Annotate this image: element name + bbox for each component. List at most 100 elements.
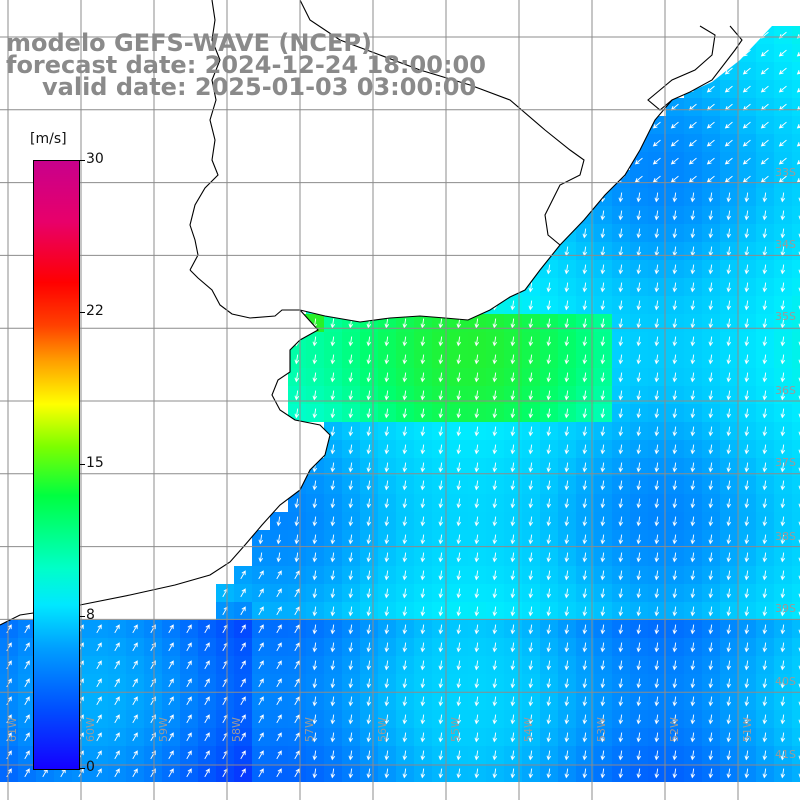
wind-arrow: [330, 534, 336, 545]
wind-arrow: [600, 624, 606, 635]
wind-arrow: [456, 678, 462, 689]
wind-arrow: [456, 372, 462, 383]
wind-arrow: [438, 696, 444, 707]
wind-arrow: [366, 516, 372, 527]
wind-arrow: [672, 732, 678, 743]
wind-arrow: [654, 192, 660, 203]
wind-arrow: [654, 516, 660, 527]
wind-arrow: [330, 426, 336, 437]
longitude-label: 59W: [157, 717, 170, 742]
wind-arrow: [240, 732, 246, 742]
wind-arrow: [690, 336, 696, 347]
wind-arrow: [474, 696, 480, 707]
wind-arrow: [652, 157, 661, 165]
wind-arrow: [672, 660, 678, 671]
wind-arrow: [726, 732, 732, 743]
wind-arrow: [474, 642, 480, 653]
wind-arrow: [330, 714, 336, 725]
wind-arrow: [760, 67, 769, 75]
wind-arrow: [582, 750, 588, 761]
wind-arrow: [798, 215, 800, 220]
wind-arrow: [778, 67, 787, 75]
wind-arrow: [654, 534, 660, 545]
wind-arrow: [474, 750, 480, 761]
wind-arrow: [600, 300, 606, 311]
wind-arrow: [582, 480, 588, 491]
wind-arrow: [546, 516, 552, 527]
wind-arrow: [366, 678, 372, 689]
wind-arrow: [636, 768, 642, 779]
wind-arrow: [564, 282, 570, 293]
wind-arrow: [348, 480, 354, 491]
wind-arrow: [384, 480, 390, 491]
wind-arrow: [330, 642, 336, 653]
wind-arrow: [672, 696, 678, 707]
wind-arrow: [708, 714, 714, 725]
wind-arrow: [618, 426, 624, 437]
wind-arrow: [600, 714, 606, 725]
wind-arrow: [654, 552, 660, 563]
wind-arrow: [492, 426, 498, 437]
wind-arrow: [672, 606, 678, 617]
wind-arrow: [348, 372, 354, 383]
wind-arrow: [330, 552, 336, 563]
wind-arrow: [546, 408, 552, 419]
wind-arrow: [456, 570, 462, 581]
wind-arrow: [708, 678, 714, 689]
wind-arrow: [366, 462, 372, 473]
wind-arrow: [168, 714, 174, 724]
wind-arrow: [402, 336, 408, 347]
wind-arrow: [708, 498, 714, 509]
wind-arrow: [780, 408, 786, 419]
forecast-date: forecast date: 2024-12-24 18:00:00: [6, 51, 486, 79]
wind-arrow: [510, 714, 516, 725]
coastline: [0, 0, 743, 626]
wind-arrow: [672, 336, 678, 347]
wind-arrow: [528, 318, 534, 329]
wind-arrow: [742, 175, 751, 183]
wind-arrow: [456, 354, 462, 365]
wind-arrow: [528, 678, 534, 689]
wind-arrow: [600, 318, 606, 329]
wind-cell: [792, 710, 800, 728]
wind-arrow: [654, 336, 660, 347]
wind-arrow: [294, 354, 300, 365]
wind-arrow: [618, 768, 624, 779]
wind-arrow: [294, 678, 300, 688]
wind-arrow: [690, 282, 696, 293]
wind-arrow: [258, 660, 264, 670]
wind-arrow: [366, 480, 372, 491]
wind-arrow: [744, 282, 750, 293]
wind-arrow: [744, 534, 750, 545]
wind-arrow: [294, 372, 300, 383]
wind-arrow: [456, 426, 462, 437]
wind-arrow: [654, 696, 660, 707]
wind-arrow: [114, 642, 120, 652]
wind-arrow: [366, 660, 372, 671]
wind-arrow: [276, 642, 282, 652]
wind-arrow: [438, 408, 444, 419]
wind-arrow: [276, 588, 282, 598]
wind-arrow: [420, 390, 426, 401]
wind-arrow: [618, 228, 624, 239]
wind-cell: [792, 242, 800, 260]
wind-arrow: [654, 282, 660, 293]
wind-cell: [792, 458, 800, 476]
wind-arrow: [330, 318, 336, 329]
wind-arrow: [726, 210, 732, 221]
wind-arrow: [420, 768, 426, 779]
wind-arrow: [438, 768, 444, 779]
wind-arrow: [672, 408, 678, 419]
wind-arrow: [546, 282, 552, 293]
wind-arrow: [348, 390, 354, 401]
wind-arrow: [708, 696, 714, 707]
wind-arrow: [618, 696, 624, 707]
wind-arrow: [744, 336, 750, 347]
wind-arrow: [654, 462, 660, 473]
wind-arrow: [778, 121, 787, 129]
wind-arrow: [348, 714, 354, 725]
wind-arrow: [366, 768, 372, 779]
wind-arrow: [420, 606, 426, 617]
wind-arrow: [780, 192, 786, 203]
wind-arrow: [528, 498, 534, 509]
